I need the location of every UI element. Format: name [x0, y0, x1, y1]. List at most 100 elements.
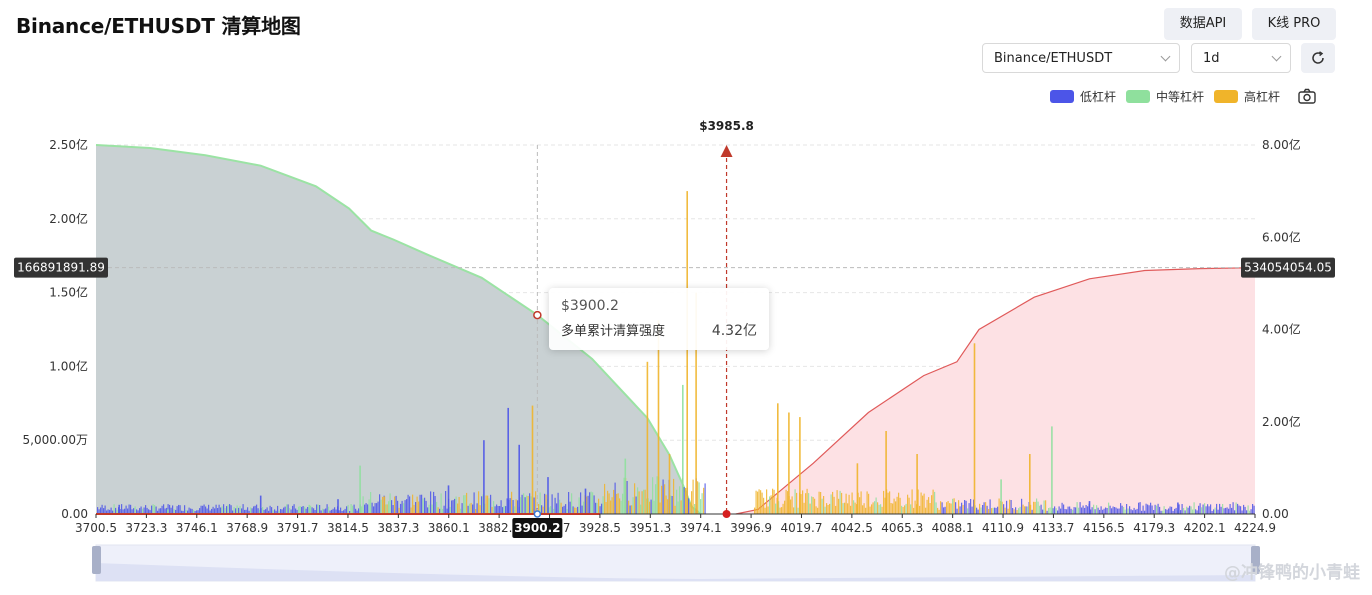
- liquidation-bar: [512, 500, 514, 514]
- zoom-slider-right-handle[interactable]: [1251, 546, 1260, 574]
- liquidation-bar: [565, 504, 567, 514]
- liquidation-bar: [910, 504, 912, 514]
- x-tick-label: 3837.3: [377, 521, 419, 535]
- liquidation-bar: [839, 490, 841, 514]
- exchange-select[interactable]: Binance/ETHUSDT: [982, 43, 1180, 73]
- liquidation-bar: [314, 510, 316, 514]
- refresh-button[interactable]: [1301, 43, 1335, 73]
- liquidation-bar: [994, 507, 996, 514]
- liquidation-bar: [923, 493, 925, 514]
- liquidation-bar: [1084, 507, 1086, 514]
- liquidation-bar: [1070, 508, 1072, 514]
- x-tick-label: 4065.3: [881, 521, 923, 535]
- liquidation-bar: [781, 507, 783, 514]
- zoom-slider-left-handle[interactable]: [92, 546, 101, 574]
- legend-item-high[interactable]: 高杠杆: [1214, 88, 1280, 105]
- liquidation-bar: [191, 508, 193, 514]
- liquidation-bar: [380, 499, 382, 514]
- liquidation-bar: [283, 507, 285, 514]
- liquidation-bar: [521, 494, 523, 514]
- liquidation-bar: [365, 503, 367, 514]
- liquidation-bar: [865, 507, 867, 514]
- liquidation-bar: [155, 506, 157, 514]
- liquidation-bar: [1036, 498, 1038, 514]
- liquidation-bar: [343, 510, 345, 514]
- liquidation-bar: [140, 506, 142, 514]
- liquidation-bar: [598, 498, 600, 514]
- liquidation-bar: [139, 508, 141, 514]
- liquidation-bar: [986, 505, 988, 514]
- liquidation-bar: [1249, 510, 1251, 514]
- liquidation-bar: [1187, 507, 1189, 514]
- liquidation-bar: [887, 492, 889, 514]
- liquidation-bar: [583, 501, 585, 514]
- liquidation-bar: [1162, 510, 1164, 514]
- liquidation-bar: [949, 503, 951, 514]
- liquidation-bar: [1118, 508, 1120, 514]
- liquidation-bar: [212, 506, 214, 514]
- liquidation-bar: [134, 506, 136, 514]
- liquidation-bar: [1243, 504, 1245, 514]
- liquidation-bar: [217, 508, 219, 514]
- liquidation-bar: [1103, 508, 1105, 514]
- liquidation-bar: [451, 500, 453, 514]
- liquidation-bar: [167, 504, 169, 514]
- liquidation-bar: [346, 506, 348, 514]
- liquidation-bar: [952, 498, 954, 514]
- x-tick-label: 3768.9: [226, 521, 268, 535]
- liquidation-spike: [885, 431, 887, 514]
- legend-item-low[interactable]: 低杠杆: [1050, 88, 1116, 105]
- liquidation-bar: [622, 493, 624, 514]
- liquidation-bar: [1223, 508, 1225, 514]
- legend-item-mid[interactable]: 中等杠杆: [1126, 88, 1204, 105]
- x-tick-label: 3996.9: [730, 521, 772, 535]
- liquidation-bar: [206, 508, 208, 514]
- liquidation-bar: [527, 496, 529, 514]
- liquidation-bar: [1202, 504, 1204, 514]
- liquidation-bar: [698, 482, 700, 514]
- liquidation-bar: [1081, 507, 1083, 514]
- liquidation-bar: [262, 507, 264, 514]
- liquidation-bar: [458, 497, 460, 514]
- kline-pro-button[interactable]: K线 PRO: [1252, 8, 1336, 40]
- liquidation-bar: [1003, 504, 1005, 514]
- liquidation-bar: [1145, 503, 1147, 514]
- liquidation-bar: [253, 506, 255, 514]
- liquidation-spike: [308, 504, 311, 514]
- liquidation-spike: [686, 191, 688, 514]
- y-left-tick-label: 2.50亿: [49, 137, 88, 152]
- liquidation-bar: [466, 492, 468, 514]
- liquidation-spike: [167, 509, 169, 514]
- liquidation-bar: [599, 506, 601, 514]
- liquidation-bar: [766, 489, 768, 514]
- liquidation-bar: [431, 504, 433, 514]
- liquidation-bar: [128, 504, 130, 514]
- liquidation-bar: [523, 493, 525, 514]
- liquidation-bar: [316, 504, 318, 514]
- y-right-tick-label: 8.00亿: [1262, 137, 1301, 152]
- liquidation-spike: [856, 463, 859, 514]
- liquidation-bar: [836, 490, 838, 514]
- liquidation-bar: [1165, 509, 1167, 514]
- liquidation-bar: [1244, 506, 1246, 514]
- liquidation-bar: [1025, 506, 1027, 514]
- liquidation-bar: [1157, 503, 1159, 514]
- liquidation-bar: [841, 492, 843, 514]
- liquidation-bar: [392, 505, 394, 514]
- camera-icon[interactable]: [1298, 88, 1316, 104]
- liquidation-bar: [925, 507, 927, 514]
- liquidation-bar: [1246, 510, 1248, 514]
- liquidation-bar: [329, 510, 331, 514]
- liquidation-bar: [325, 508, 327, 514]
- liquidation-spike: [483, 440, 485, 514]
- timeframe-select[interactable]: 1d: [1191, 43, 1291, 73]
- liquidation-bar: [116, 509, 118, 514]
- liquidation-bar: [1114, 507, 1116, 514]
- liquidation-bar: [1087, 506, 1089, 514]
- liquidation-bar: [500, 500, 502, 514]
- liquidation-bar: [413, 504, 415, 514]
- data-api-button[interactable]: 数据API: [1164, 8, 1242, 40]
- liquidation-bar: [197, 510, 199, 514]
- liquidation-bar: [1073, 507, 1075, 514]
